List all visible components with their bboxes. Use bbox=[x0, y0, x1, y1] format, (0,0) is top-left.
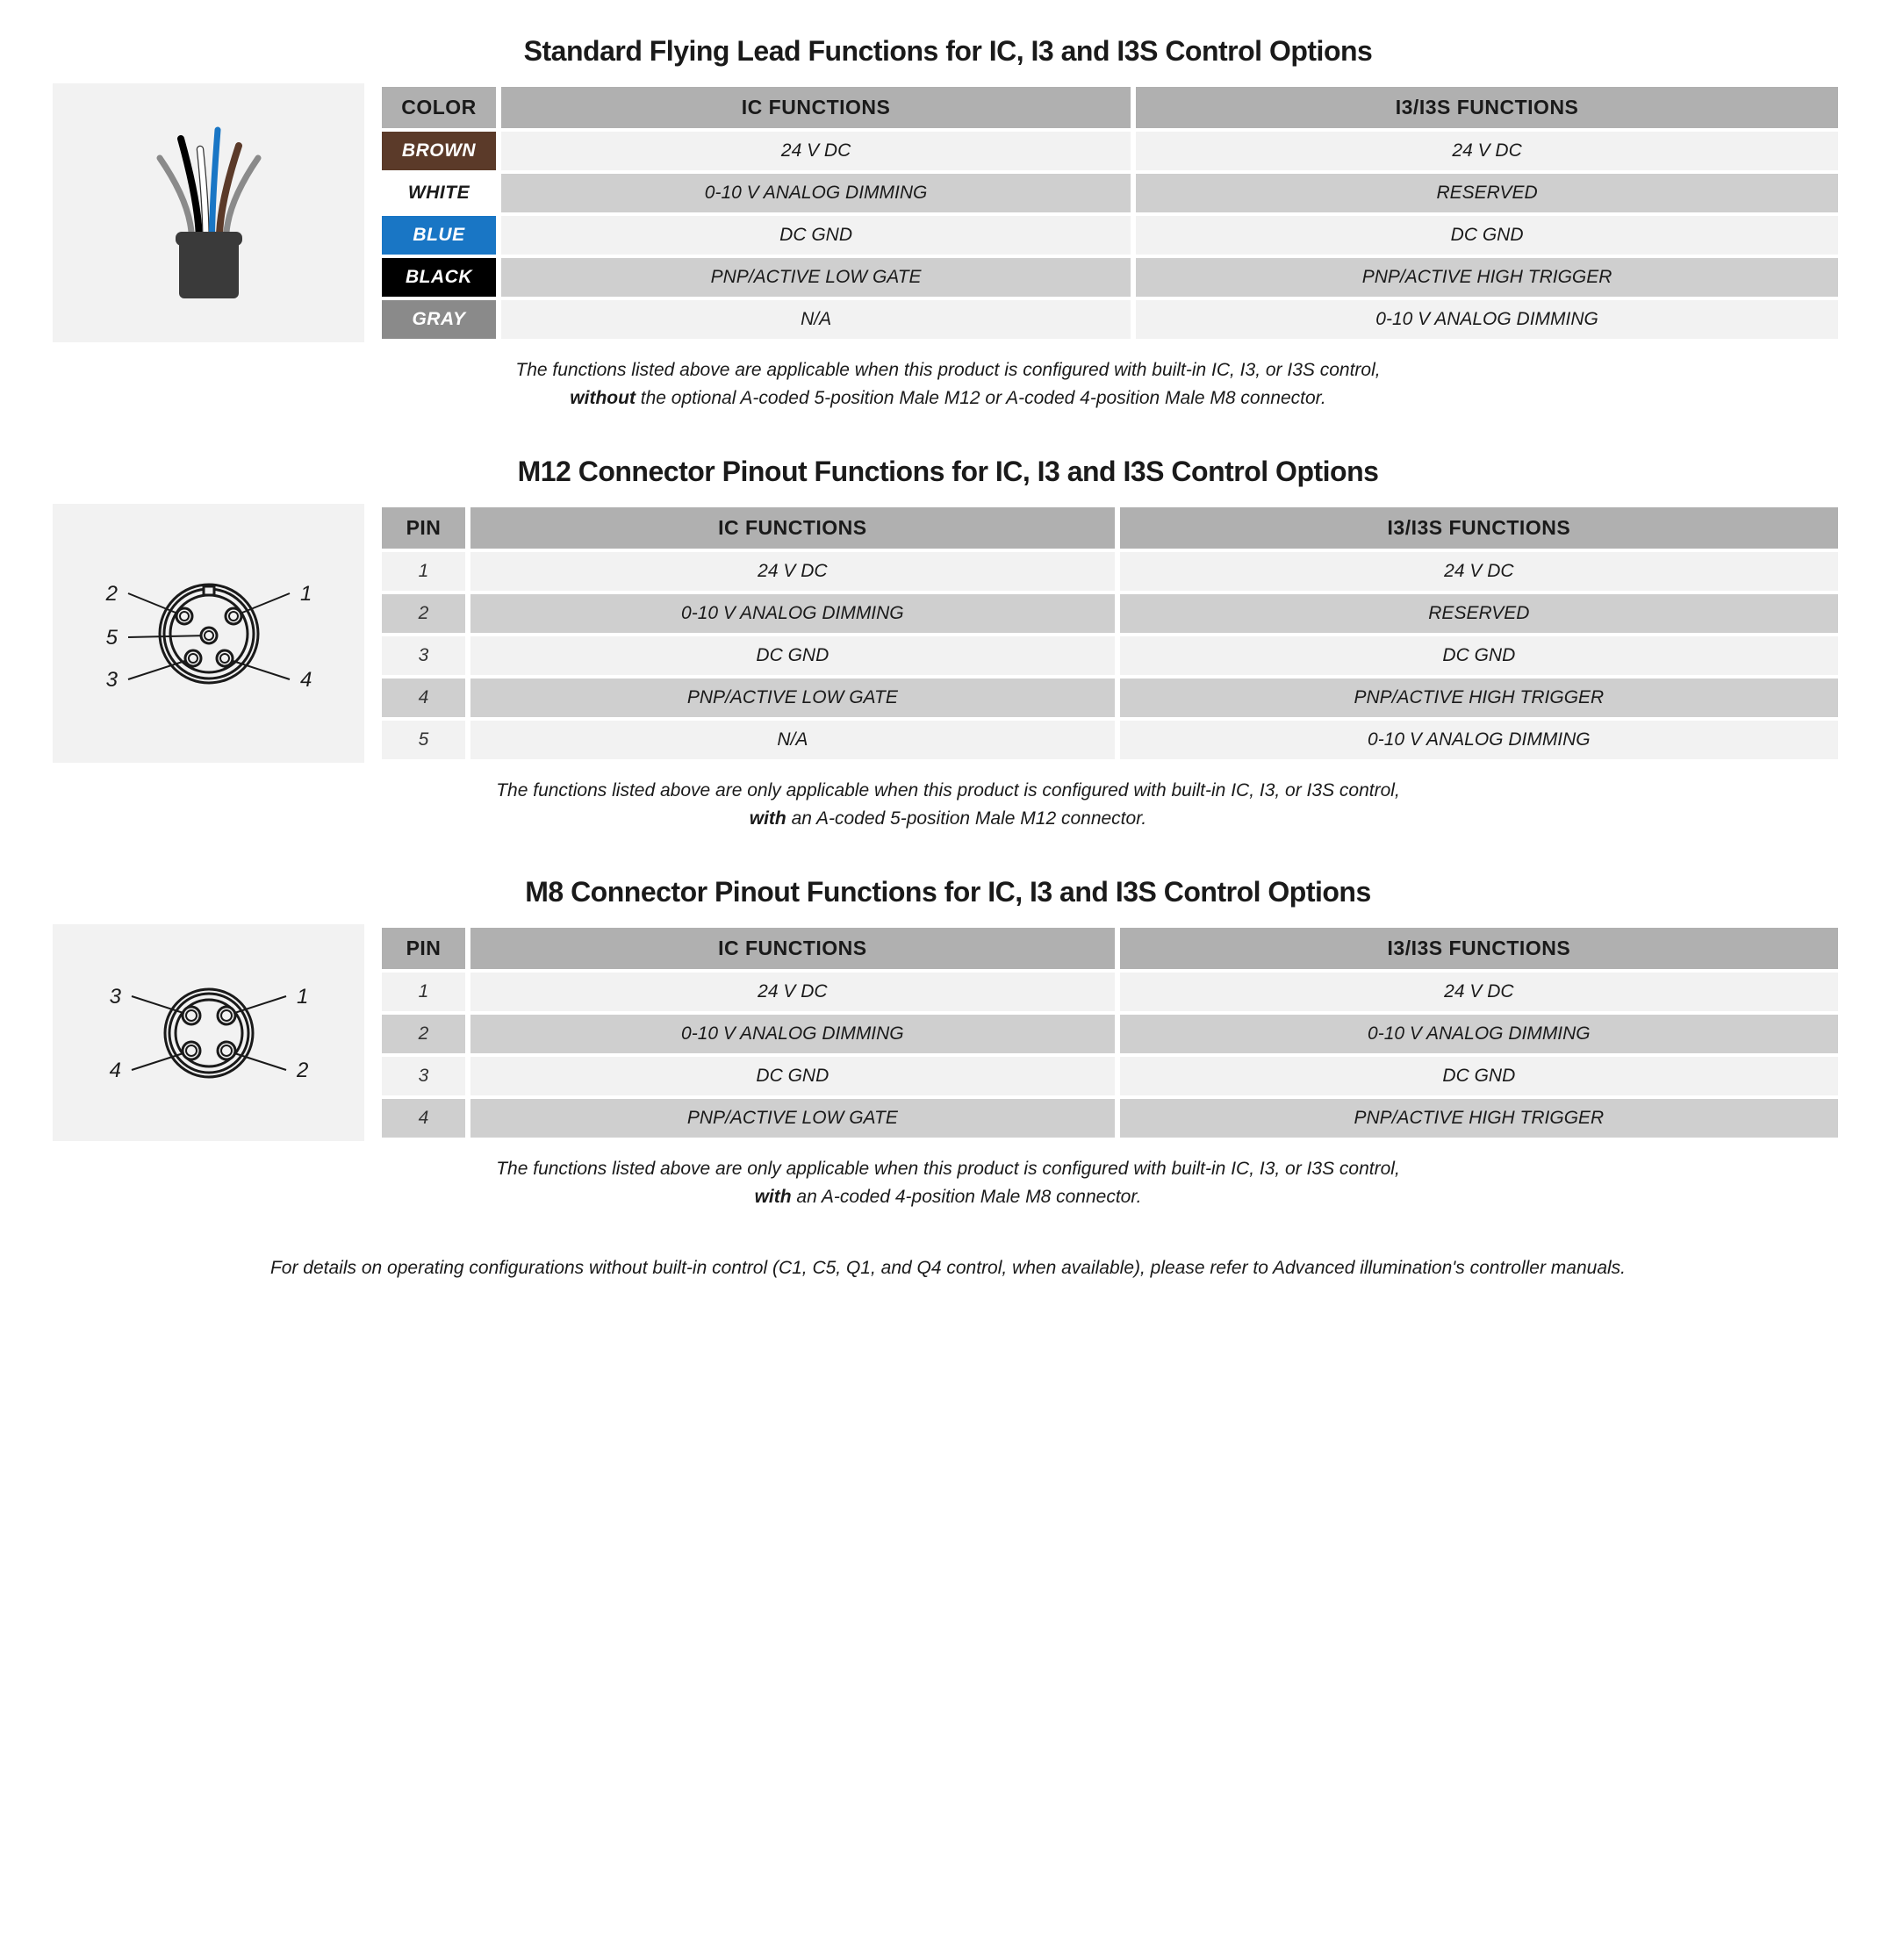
function-cell: DC GND bbox=[1120, 1057, 1838, 1095]
table-row: BLACKPNP/ACTIVE LOW GATEPNP/ACTIVE HIGH … bbox=[382, 258, 1838, 297]
table-row: 20-10 V ANALOG DIMMINGRESERVED bbox=[382, 594, 1838, 633]
column-header: COLOR bbox=[382, 87, 496, 128]
column-header: IC FUNCTIONS bbox=[470, 928, 1115, 969]
m8-table: PINIC FUNCTIONSI3/I3S FUNCTIONS 124 V DC… bbox=[377, 924, 1843, 1141]
table-row: 5N/A0-10 V ANALOG DIMMING bbox=[382, 721, 1838, 759]
table-row: 3DC GNDDC GND bbox=[382, 1057, 1838, 1095]
function-cell: 24 V DC bbox=[1120, 552, 1838, 591]
flying-lead-section: Standard Flying Lead Functions for IC, I… bbox=[53, 35, 1843, 412]
function-cell: N/A bbox=[470, 721, 1115, 759]
function-cell: 24 V DC bbox=[501, 132, 1131, 170]
flying-lead-table: COLORIC FUNCTIONSI3/I3S FUNCTIONS BROWN2… bbox=[377, 83, 1843, 342]
pin-label: 5 bbox=[382, 721, 465, 759]
pin-label: 2 bbox=[382, 1015, 465, 1053]
table-row: BLUEDC GNDDC GND bbox=[382, 216, 1838, 255]
table-row: BROWN24 V DC24 V DC bbox=[382, 132, 1838, 170]
pin-label: 4 bbox=[382, 678, 465, 717]
svg-text:4: 4 bbox=[300, 668, 312, 692]
table-row: 124 V DC24 V DC bbox=[382, 552, 1838, 591]
color-label: BLUE bbox=[382, 216, 496, 255]
column-header: IC FUNCTIONS bbox=[470, 507, 1115, 549]
pin-label: 1 bbox=[382, 973, 465, 1011]
svg-text:2: 2 bbox=[104, 582, 117, 606]
pin-label: 2 bbox=[382, 594, 465, 633]
function-cell: DC GND bbox=[470, 636, 1115, 675]
column-header: PIN bbox=[382, 507, 465, 549]
table-row: GRAYN/A0-10 V ANALOG DIMMING bbox=[382, 300, 1838, 339]
function-cell: PNP/ACTIVE HIGH TRIGGER bbox=[1136, 258, 1838, 297]
column-header: I3/I3S FUNCTIONS bbox=[1120, 928, 1838, 969]
pin-label: 3 bbox=[382, 636, 465, 675]
function-cell: DC GND bbox=[1136, 216, 1838, 255]
table-row: 124 V DC24 V DC bbox=[382, 973, 1838, 1011]
svg-text:4: 4 bbox=[109, 1059, 120, 1082]
pin-label: 4 bbox=[382, 1099, 465, 1138]
function-cell: DC GND bbox=[470, 1057, 1115, 1095]
table-row: WHITE0-10 V ANALOG DIMMINGRESERVED bbox=[382, 174, 1838, 212]
table-row: 4PNP/ACTIVE LOW GATEPNP/ACTIVE HIGH TRIG… bbox=[382, 1099, 1838, 1138]
wire-diagram bbox=[53, 83, 364, 342]
m8-diagram: 1 2 3 4 bbox=[53, 924, 364, 1141]
svg-text:2: 2 bbox=[296, 1059, 308, 1082]
caption: The functions listed above are only appl… bbox=[53, 777, 1843, 832]
svg-text:3: 3 bbox=[109, 985, 121, 1009]
table-row: 20-10 V ANALOG DIMMING0-10 V ANALOG DIMM… bbox=[382, 1015, 1838, 1053]
function-cell: PNP/ACTIVE HIGH TRIGGER bbox=[1120, 1099, 1838, 1138]
color-label: BLACK bbox=[382, 258, 496, 297]
function-cell: 0-10 V ANALOG DIMMING bbox=[1120, 721, 1838, 759]
function-cell: 24 V DC bbox=[1136, 132, 1838, 170]
function-cell: RESERVED bbox=[1136, 174, 1838, 212]
function-cell: PNP/ACTIVE LOW GATE bbox=[470, 678, 1115, 717]
function-cell: PNP/ACTIVE LOW GATE bbox=[470, 1099, 1115, 1138]
color-label: WHITE bbox=[382, 174, 496, 212]
svg-text:1: 1 bbox=[300, 582, 312, 606]
function-cell: 0-10 V ANALOG DIMMING bbox=[470, 594, 1115, 633]
m12-diagram: 1 2 3 4 5 bbox=[53, 504, 364, 763]
caption: The functions listed above are applicabl… bbox=[53, 356, 1843, 412]
function-cell: N/A bbox=[501, 300, 1131, 339]
section-title: M8 Connector Pinout Functions for IC, I3… bbox=[53, 876, 1843, 908]
function-cell: 0-10 V ANALOG DIMMING bbox=[1136, 300, 1838, 339]
section-title: M12 Connector Pinout Functions for IC, I… bbox=[53, 456, 1843, 488]
table-row: 4PNP/ACTIVE LOW GATEPNP/ACTIVE HIGH TRIG… bbox=[382, 678, 1838, 717]
column-header: IC FUNCTIONS bbox=[501, 87, 1131, 128]
table-row: 3DC GNDDC GND bbox=[382, 636, 1838, 675]
color-label: BROWN bbox=[382, 132, 496, 170]
function-cell: PNP/ACTIVE LOW GATE bbox=[501, 258, 1131, 297]
svg-text:1: 1 bbox=[297, 985, 308, 1009]
m8-section: M8 Connector Pinout Functions for IC, I3… bbox=[53, 876, 1843, 1210]
function-cell: 0-10 V ANALOG DIMMING bbox=[1120, 1015, 1838, 1053]
svg-text:5: 5 bbox=[105, 626, 118, 650]
color-label: GRAY bbox=[382, 300, 496, 339]
function-cell: RESERVED bbox=[1120, 594, 1838, 633]
function-cell: 0-10 V ANALOG DIMMING bbox=[501, 174, 1131, 212]
column-header: I3/I3S FUNCTIONS bbox=[1120, 507, 1838, 549]
footer-note: For details on operating configurations … bbox=[53, 1254, 1843, 1282]
function-cell: 24 V DC bbox=[1120, 973, 1838, 1011]
m12-section: M12 Connector Pinout Functions for IC, I… bbox=[53, 456, 1843, 832]
column-header: I3/I3S FUNCTIONS bbox=[1136, 87, 1838, 128]
function-cell: DC GND bbox=[1120, 636, 1838, 675]
svg-text:3: 3 bbox=[105, 668, 118, 692]
section-title: Standard Flying Lead Functions for IC, I… bbox=[53, 35, 1843, 68]
column-header: PIN bbox=[382, 928, 465, 969]
function-cell: 0-10 V ANALOG DIMMING bbox=[470, 1015, 1115, 1053]
function-cell: 24 V DC bbox=[470, 973, 1115, 1011]
m12-table: PINIC FUNCTIONSI3/I3S FUNCTIONS 124 V DC… bbox=[377, 504, 1843, 763]
function-cell: PNP/ACTIVE HIGH TRIGGER bbox=[1120, 678, 1838, 717]
caption: The functions listed above are only appl… bbox=[53, 1155, 1843, 1210]
pin-label: 1 bbox=[382, 552, 465, 591]
pin-label: 3 bbox=[382, 1057, 465, 1095]
function-cell: DC GND bbox=[501, 216, 1131, 255]
function-cell: 24 V DC bbox=[470, 552, 1115, 591]
